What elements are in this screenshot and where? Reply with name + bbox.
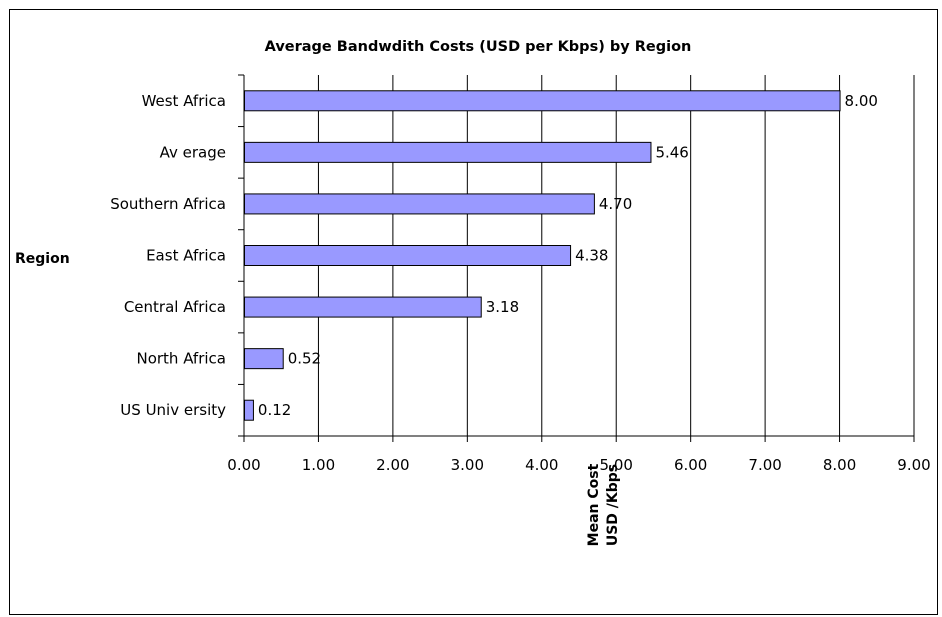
x-axis-label: Mean Cost USD /Kbps xyxy=(586,463,621,546)
x-axis-label-line: USD /Kbps xyxy=(605,464,621,546)
data-label: 0.52 xyxy=(288,350,321,368)
data-label: 3.18 xyxy=(486,298,519,316)
x-tick-label: 5.00 xyxy=(600,456,633,474)
data-label: 4.70 xyxy=(599,195,632,213)
x-tick-label: 8.00 xyxy=(823,456,856,474)
x-tick-label: 4.00 xyxy=(525,456,558,474)
bar xyxy=(244,141,652,163)
bar xyxy=(244,245,572,266)
data-label: 5.46 xyxy=(655,143,688,161)
category-label: Southern Africa xyxy=(110,195,226,213)
bar xyxy=(244,193,595,215)
x-tick-label: 2.00 xyxy=(376,456,409,474)
x-axis-label-line: Mean Cost xyxy=(586,463,602,546)
gridlines xyxy=(317,75,915,436)
x-tick-label: 7.00 xyxy=(748,456,781,474)
category-label: US Univ ersity xyxy=(120,401,226,419)
bar xyxy=(244,399,254,421)
x-tick-label: 6.00 xyxy=(674,456,707,474)
bar xyxy=(244,348,284,370)
chart-title: Average Bandwdith Costs (USD per Kbps) b… xyxy=(265,39,692,55)
labels: 0.00 1.00 2.00 3.00 4.00 5.00 6.00 7.00 8.00 9.00… xyxy=(110,92,930,474)
x-tick-label: 9.00 xyxy=(897,456,930,474)
category-label: Av erage xyxy=(160,143,226,161)
category-label: North Africa xyxy=(136,350,226,368)
x-tick-label: 0.00 xyxy=(227,456,260,474)
data-label: 4.38 xyxy=(575,247,608,265)
bar xyxy=(244,90,841,112)
data-label: 0.12 xyxy=(258,401,291,419)
bar xyxy=(244,296,482,318)
category-label: West Africa xyxy=(142,92,226,110)
category-label: East Africa xyxy=(146,247,226,265)
y-axis-label: Region xyxy=(15,251,70,267)
bars xyxy=(244,90,841,421)
category-label: Central Africa xyxy=(124,298,226,316)
x-tick-label: 1.00 xyxy=(302,456,335,474)
x-tick-label: 3.00 xyxy=(451,456,484,474)
data-label: 8.00 xyxy=(845,92,878,110)
